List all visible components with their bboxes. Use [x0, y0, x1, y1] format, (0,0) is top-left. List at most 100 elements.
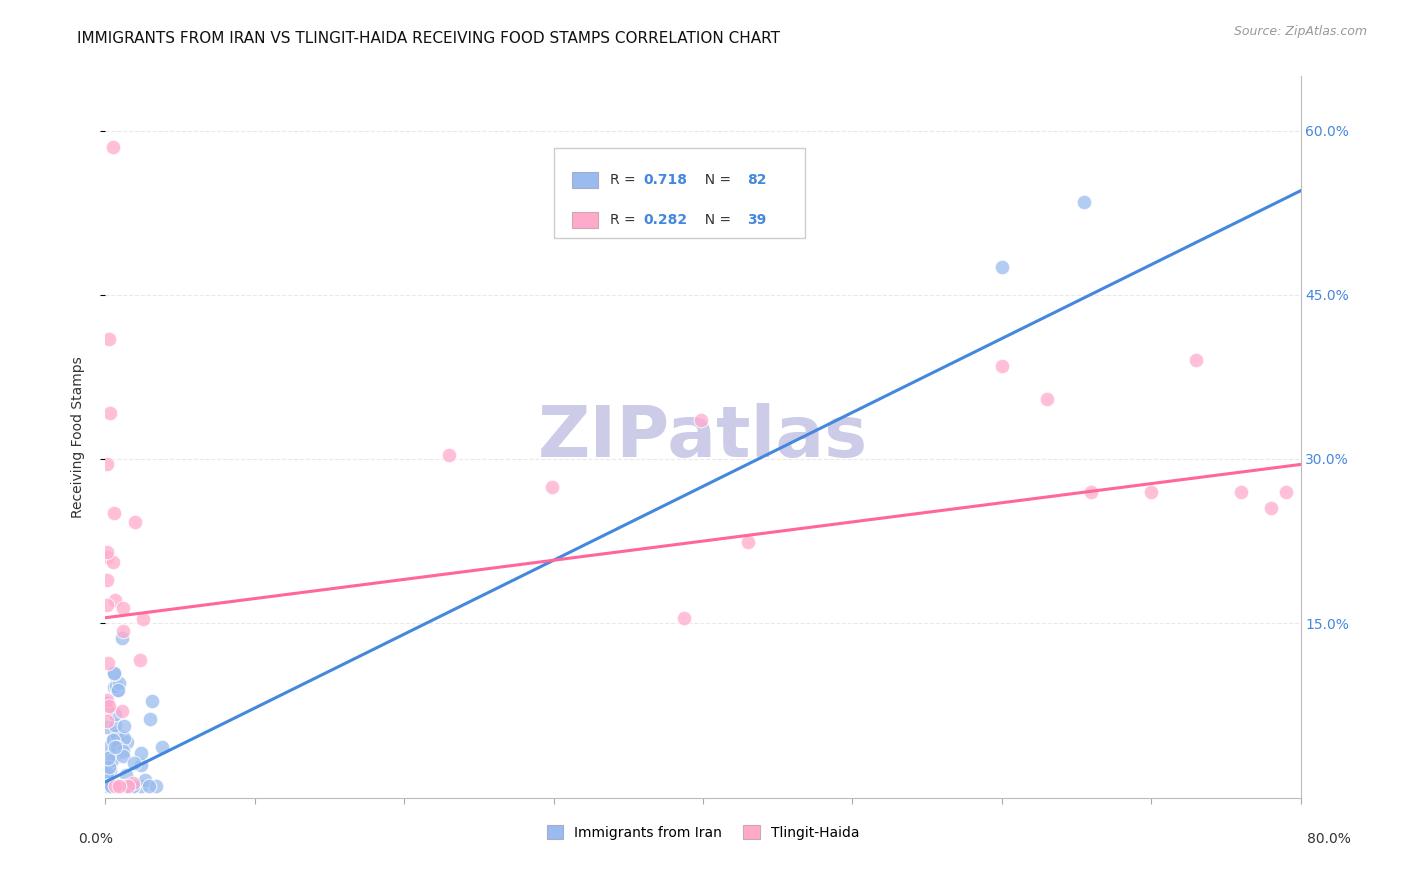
Point — [131, 780, 153, 794]
Point — [96, 779, 118, 793]
Point — [97, 772, 120, 786]
Point — [124, 515, 146, 529]
Point — [129, 758, 152, 772]
Point — [108, 780, 131, 794]
Point — [114, 780, 136, 794]
Point — [122, 756, 145, 770]
Point — [97, 780, 120, 794]
Point — [101, 780, 124, 794]
Point — [96, 780, 118, 794]
Text: Source: ZipAtlas.com: Source: ZipAtlas.com — [1233, 25, 1367, 38]
Point — [96, 714, 118, 728]
Text: R =: R = — [610, 173, 640, 187]
Point — [98, 699, 121, 714]
Legend: Immigrants from Iran, Tlingit-Haida: Immigrants from Iran, Tlingit-Haida — [541, 820, 865, 846]
Point — [96, 780, 118, 794]
Point — [96, 696, 118, 710]
Point — [1229, 484, 1253, 499]
Point — [134, 773, 156, 788]
Point — [104, 780, 127, 794]
Point — [96, 598, 118, 612]
Point — [101, 140, 124, 154]
Point — [104, 706, 127, 721]
Point — [98, 332, 121, 346]
Point — [111, 749, 134, 764]
Point — [104, 725, 127, 739]
Point — [105, 728, 128, 742]
Point — [117, 780, 139, 794]
Point — [105, 780, 128, 794]
Point — [105, 780, 128, 794]
Point — [138, 780, 160, 794]
Point — [96, 751, 118, 765]
Point — [132, 612, 155, 626]
Point — [103, 665, 125, 680]
Point — [101, 747, 124, 762]
Point — [121, 780, 143, 794]
Bar — [571, 212, 598, 227]
Point — [115, 768, 138, 782]
Point — [104, 718, 127, 732]
Point — [104, 780, 127, 794]
Point — [96, 549, 118, 564]
Point — [1035, 392, 1057, 406]
Point — [118, 780, 141, 794]
Point — [96, 766, 118, 780]
Point — [101, 754, 124, 768]
Point — [122, 776, 145, 790]
Point — [100, 780, 122, 794]
Point — [96, 545, 118, 559]
Point — [96, 701, 118, 715]
Point — [98, 760, 121, 774]
Point — [100, 780, 122, 794]
Point — [98, 407, 121, 421]
Text: 0.282: 0.282 — [644, 213, 688, 227]
Text: 82: 82 — [747, 173, 766, 187]
Point — [96, 656, 118, 670]
Text: IMMIGRANTS FROM IRAN VS TLINGIT-HAIDA RECEIVING FOOD STAMPS CORRELATION CHART: IMMIGRANTS FROM IRAN VS TLINGIT-HAIDA RE… — [77, 31, 780, 46]
Point — [100, 780, 122, 794]
Point — [145, 780, 167, 794]
Point — [103, 593, 125, 607]
Point — [139, 713, 162, 727]
Point — [117, 735, 139, 749]
Point — [103, 555, 125, 569]
Point — [990, 359, 1012, 373]
Point — [110, 780, 132, 794]
Point — [98, 763, 121, 777]
Point — [104, 747, 127, 762]
Text: ZIPatlas: ZIPatlas — [538, 402, 868, 472]
Text: 80.0%: 80.0% — [1306, 832, 1351, 846]
Point — [100, 780, 122, 794]
Point — [114, 780, 136, 794]
Point — [105, 682, 128, 697]
Point — [98, 753, 121, 767]
Point — [96, 720, 118, 734]
Point — [122, 780, 145, 794]
Point — [104, 780, 127, 794]
Point — [141, 694, 163, 708]
Y-axis label: Receiving Food Stamps: Receiving Food Stamps — [70, 356, 84, 518]
Point — [97, 780, 120, 794]
Text: 0.718: 0.718 — [644, 173, 688, 187]
Point — [541, 480, 564, 494]
Point — [111, 631, 134, 645]
Point — [96, 573, 118, 587]
Point — [111, 624, 134, 639]
Point — [129, 747, 152, 761]
Point — [689, 413, 711, 427]
Point — [104, 740, 127, 755]
Point — [104, 780, 127, 794]
Point — [110, 780, 132, 794]
Point — [103, 732, 125, 747]
Point — [100, 780, 122, 794]
Point — [103, 667, 125, 681]
Point — [100, 780, 122, 794]
Point — [104, 679, 127, 693]
Text: R =: R = — [610, 213, 640, 227]
Text: N =: N = — [696, 173, 735, 187]
Text: 0.0%: 0.0% — [79, 832, 112, 846]
Point — [103, 681, 125, 695]
Point — [101, 731, 124, 746]
Point — [1073, 194, 1095, 209]
